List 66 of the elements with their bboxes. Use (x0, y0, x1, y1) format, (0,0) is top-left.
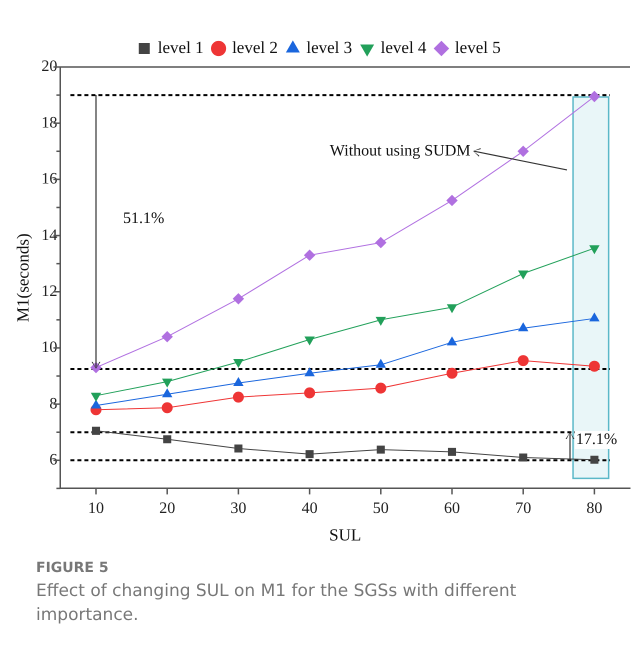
point (162, 331, 173, 342)
y-tick-label: 14 (41, 226, 58, 244)
point (448, 448, 456, 456)
point (234, 378, 244, 386)
point (446, 368, 458, 379)
x-tick-label: 80 (586, 500, 602, 518)
annotation: 17.1% (576, 431, 618, 448)
legend-label: level 3 (306, 38, 352, 57)
x-tick-label: 50 (372, 500, 389, 518)
point (162, 388, 172, 398)
point (232, 293, 244, 304)
x-tick-label: 10 (88, 500, 104, 518)
point (590, 245, 600, 254)
point (588, 91, 600, 102)
caption: FIGURE 5 (36, 560, 110, 576)
x-tick-label: 30 (230, 500, 246, 518)
x-tick-label: 40 (302, 500, 318, 518)
point (162, 402, 173, 414)
legend-label: level 2 (232, 38, 278, 57)
legend-label: level 1 (158, 38, 204, 57)
x-tick-label: 20 (159, 500, 176, 518)
point (588, 360, 600, 372)
point (518, 322, 528, 332)
x-tick-label: 60 (444, 500, 460, 518)
point (306, 450, 314, 458)
point (590, 312, 600, 322)
point (376, 359, 386, 368)
point (519, 453, 528, 462)
annotation: Without using SUDM (330, 142, 471, 160)
point (232, 392, 244, 403)
point (162, 378, 172, 388)
point (447, 304, 457, 313)
point (375, 237, 386, 248)
point (304, 387, 316, 398)
point (518, 270, 528, 279)
point (447, 336, 457, 346)
annotation: 51.1% (123, 210, 164, 227)
point (375, 382, 386, 394)
y-tick-label: 18 (41, 114, 58, 132)
point (304, 336, 314, 346)
y-tick-label: 8 (49, 395, 58, 412)
y-tick-label: 10 (41, 339, 58, 356)
y-axis-title: M1(seconds) (14, 233, 33, 322)
point (163, 435, 172, 444)
point (304, 250, 316, 261)
x-tick-label: 70 (515, 500, 532, 518)
legend-label: level 4 (380, 38, 427, 57)
point (92, 426, 100, 435)
point (91, 400, 101, 409)
point (234, 444, 242, 453)
legend-label: level 5 (454, 38, 501, 57)
y-tick-label: 20 (41, 58, 58, 76)
point (518, 146, 529, 157)
y-tick-label: 6 (49, 452, 58, 469)
y-tick-label: 16 (41, 170, 58, 188)
point (518, 355, 529, 366)
point (590, 456, 598, 464)
x-axis-title: SUL (329, 525, 362, 544)
point (376, 316, 386, 326)
text: Effect of changing SUL on M1 for the SGSs with different importance. (36, 580, 518, 627)
point (376, 446, 385, 454)
point (304, 368, 314, 376)
y-tick-label: 12 (41, 282, 58, 300)
point (446, 194, 458, 206)
point (91, 392, 101, 402)
point (234, 358, 244, 368)
